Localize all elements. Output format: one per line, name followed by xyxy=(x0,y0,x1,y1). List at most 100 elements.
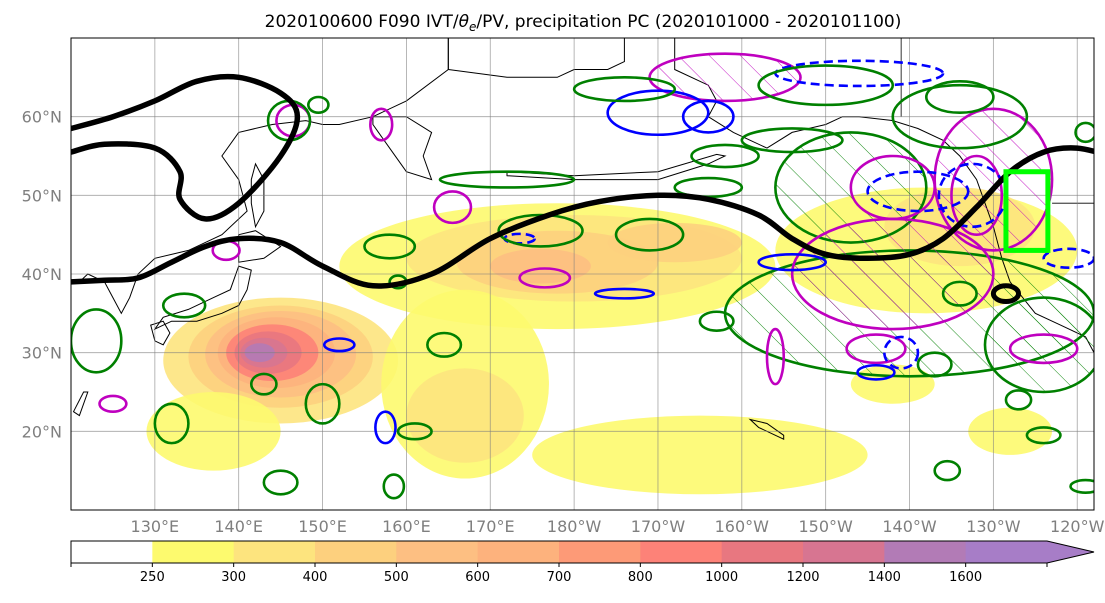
contour-blue xyxy=(593,287,656,300)
contour-green xyxy=(363,233,417,260)
colorbar-tick-label: 250 xyxy=(140,570,165,585)
contour-magenta xyxy=(845,333,907,365)
colorbar: 250 300 400 500 600 700 800 1000 1200 1400 1600 xyxy=(70,540,1095,585)
contour-green xyxy=(307,95,330,115)
x-axis-ticks: 130°E 140°E 150°E 160°E 170°E 180°W 170°W 160°W… xyxy=(131,517,1105,536)
contour-green xyxy=(1074,121,1094,144)
ivt-region xyxy=(607,222,742,263)
ivt-region xyxy=(532,415,868,495)
x-tick-label: 130°W xyxy=(966,517,1021,536)
colorbar-extend-arrow xyxy=(1047,541,1094,563)
contour-green xyxy=(153,402,190,445)
x-tick-label: 160°W xyxy=(715,517,770,536)
x-tick-label: 140°W xyxy=(882,517,937,536)
coastline xyxy=(150,320,171,346)
ivt-region xyxy=(406,368,524,463)
contour-blue xyxy=(681,99,735,134)
pv-line-north xyxy=(71,73,301,222)
colorbar-tick-label: 400 xyxy=(303,570,328,585)
contour-green xyxy=(924,79,995,115)
theta-e-contours xyxy=(71,52,1094,500)
colorbar-outline xyxy=(70,540,1095,564)
colorbar-segment xyxy=(396,541,479,563)
contour-blue xyxy=(322,337,356,353)
contour-blue-dashed xyxy=(866,170,970,213)
contour-magenta-hatched xyxy=(648,52,802,103)
contour-green xyxy=(1004,389,1033,411)
x-tick-label: 140°E xyxy=(214,517,263,536)
colorbar-tick-label: 600 xyxy=(465,570,490,585)
colorbar-segment xyxy=(640,541,723,563)
contour-green xyxy=(1025,426,1062,445)
x-tick-label: 170°E xyxy=(466,517,515,536)
contour-magenta xyxy=(369,107,394,142)
colorbar-tick-label: 1200 xyxy=(786,570,819,585)
contour-magenta xyxy=(1008,333,1079,365)
y-tick-label: 20°N xyxy=(22,422,62,441)
contour-blue xyxy=(757,253,827,272)
contour-blue xyxy=(374,410,397,445)
contour-magenta xyxy=(950,154,1004,236)
y-tick-label: 30°N xyxy=(22,344,62,363)
contour-blue-dashed xyxy=(883,335,920,370)
colorbar-tick-label: 700 xyxy=(547,570,572,585)
contour-green xyxy=(426,331,463,358)
x-tick-label: 180°W xyxy=(547,517,602,536)
contour-magenta xyxy=(98,394,128,413)
colorbar-tick-label: 300 xyxy=(221,570,246,585)
x-tick-label: 150°W xyxy=(798,517,853,536)
x-tick-label: 170°W xyxy=(631,517,686,536)
colorbar-segment xyxy=(884,541,967,563)
contour-green-hatched xyxy=(983,296,1094,394)
coastline xyxy=(447,38,625,78)
contour-green xyxy=(262,469,299,496)
colorbar-segment xyxy=(477,541,560,563)
contour-blue xyxy=(856,363,896,381)
contour-magenta xyxy=(849,154,936,221)
contour-green xyxy=(249,372,278,396)
colorbar-segment xyxy=(71,541,153,563)
y-tick-label: 40°N xyxy=(22,265,62,284)
ivt-region xyxy=(490,248,591,284)
colorbar-segment xyxy=(233,541,316,563)
contour-green xyxy=(382,473,406,500)
contour-green xyxy=(71,308,123,374)
precip-box xyxy=(1003,169,1051,253)
colorbar-segment xyxy=(315,541,397,563)
contour-green xyxy=(614,217,685,252)
contour-green xyxy=(941,280,978,307)
colorbar-tick-label: 1600 xyxy=(949,570,982,585)
contour-green xyxy=(161,292,207,319)
colorbar-segment xyxy=(965,541,1048,563)
colorbar-tick-label: 800 xyxy=(628,570,653,585)
contour-green xyxy=(572,76,677,103)
coastline xyxy=(153,265,252,331)
pv-contour xyxy=(71,73,1094,305)
coastline xyxy=(72,391,89,417)
colorbar-tick-label: 500 xyxy=(384,570,409,585)
contour-green xyxy=(497,213,584,248)
pv-line xyxy=(71,145,1094,289)
precip-target-box xyxy=(1003,169,1051,253)
contour-green xyxy=(916,351,953,378)
colorbar-segment xyxy=(803,541,885,563)
colorbar-segment xyxy=(559,541,641,563)
contour-green xyxy=(740,127,844,154)
contour-green xyxy=(304,382,341,425)
map-frame xyxy=(70,37,1095,511)
contour-green xyxy=(757,64,895,107)
colorbar-tick-label: 1400 xyxy=(868,570,901,585)
contour-green xyxy=(396,422,433,441)
contour-green xyxy=(1069,478,1094,494)
chart-title: 2020100600 F090 IVT/θe/PV, precipitation… xyxy=(265,12,902,34)
contour-green xyxy=(690,143,760,169)
colorbar-tick-label: 1000 xyxy=(705,570,738,585)
contour-green xyxy=(438,170,576,189)
colorbar-segment xyxy=(152,541,235,563)
x-tick-label: 160°E xyxy=(382,517,431,536)
contour-green xyxy=(891,83,1029,150)
y-tick-label: 60°N xyxy=(22,108,62,127)
x-tick-label: 130°E xyxy=(131,517,180,536)
coastline xyxy=(748,418,785,440)
